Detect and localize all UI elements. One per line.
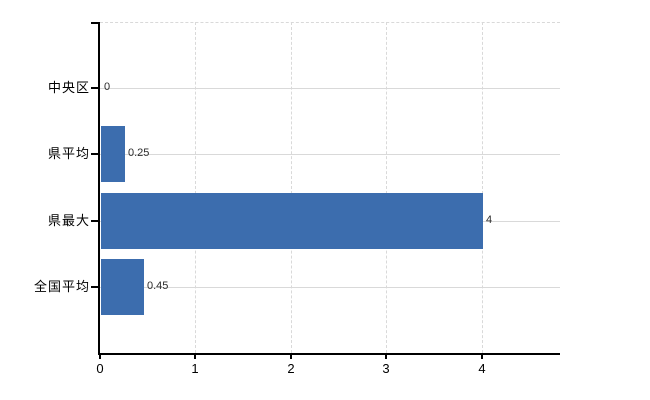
bar [101,126,125,182]
y-tick [91,22,98,24]
y-tick [91,87,98,89]
x-tick-label: 2 [287,361,295,376]
bar-value-label: 4 [486,214,493,226]
category-label: 県最大 [47,213,90,228]
bar-value-label: 0.45 [147,280,169,292]
gridline-v [291,22,292,353]
x-tick [194,353,196,359]
x-tick-label: 3 [382,361,390,376]
gridline-h [100,287,560,288]
category-label: 県平均 [47,146,90,161]
category-label: 中央区 [47,80,90,95]
x-tick-label: 4 [478,361,486,376]
category-label: 全国平均 [33,279,90,294]
y-tick [91,153,98,155]
gridline-v [386,22,387,353]
y-axis-line [98,22,100,354]
x-tick [99,353,101,359]
y-tick [91,220,98,222]
gridline-h [100,88,560,89]
x-axis-line [98,353,560,355]
bar [101,193,483,249]
y-tick [91,286,98,288]
x-tick [481,353,483,359]
bar-value-label: 0.25 [128,147,150,159]
gridline-h [100,154,560,155]
gridline-v [195,22,196,353]
plot-top-border [100,22,560,23]
bar-value-label: 0 [104,81,111,93]
x-tick-label: 1 [191,361,199,376]
gridline-v [482,22,483,353]
x-tick [290,353,292,359]
bar [101,259,144,315]
x-tick-label: 0 [96,361,104,376]
x-tick [385,353,387,359]
